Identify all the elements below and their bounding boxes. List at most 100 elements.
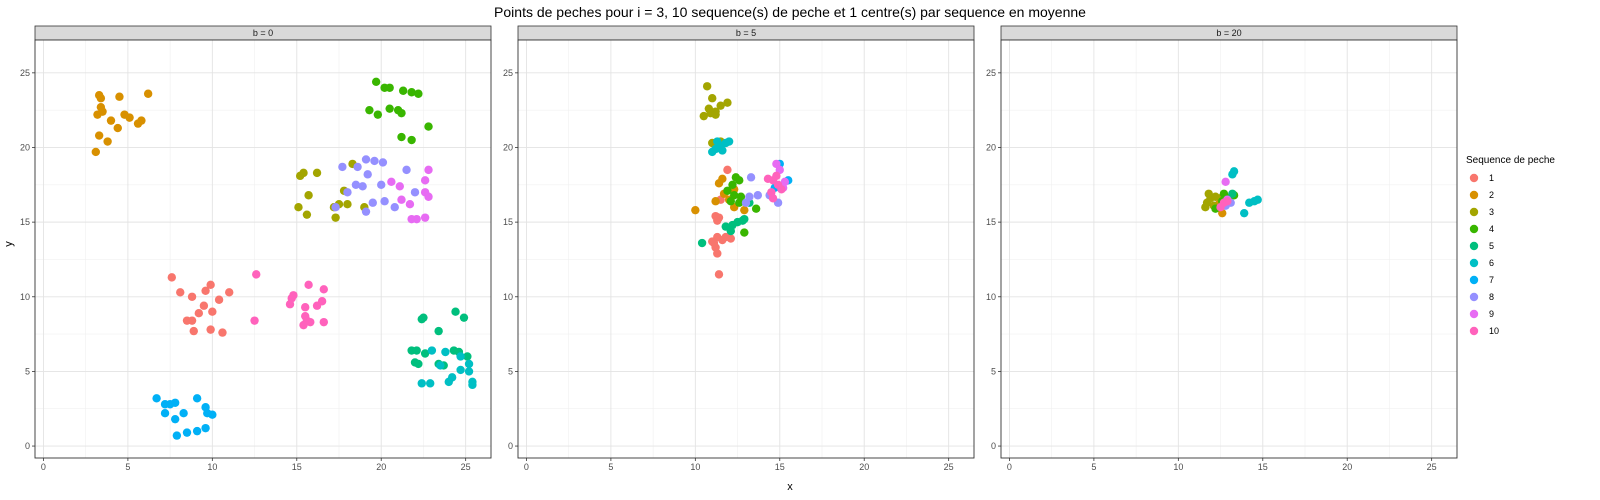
legend-item-5: 5 xyxy=(1469,241,1494,251)
point-seq-3 xyxy=(699,111,708,121)
point-seq-2 xyxy=(711,197,720,206)
point-seq-8 xyxy=(377,180,386,190)
point-seq-2 xyxy=(94,131,104,140)
point-seq-5 xyxy=(419,313,428,322)
point-seq-1 xyxy=(189,326,198,336)
point-seq-10 xyxy=(319,317,328,327)
x-tick-label: 20 xyxy=(859,462,869,472)
point-seq-4 xyxy=(365,105,374,115)
point-seq-6 xyxy=(427,346,437,355)
point-seq-9 xyxy=(387,177,396,187)
point-seq-3 xyxy=(294,203,303,212)
y-tick-label: 0 xyxy=(25,441,30,451)
point-seq-6 xyxy=(447,373,457,382)
point-seq-1 xyxy=(714,270,724,279)
legend-label: 4 xyxy=(1489,224,1494,234)
point-seq-4 xyxy=(373,110,383,119)
point-seq-9 xyxy=(780,177,790,187)
point-seq-6 xyxy=(464,367,474,376)
point-seq-1 xyxy=(208,307,217,316)
point-seq-2 xyxy=(91,147,101,157)
point-seq-4 xyxy=(728,180,737,190)
point-seq-8 xyxy=(745,192,754,201)
y-tick-label: 0 xyxy=(991,441,996,451)
point-seq-8 xyxy=(361,155,371,164)
x-tick-label: 25 xyxy=(1427,462,1437,472)
point-seq-9 xyxy=(412,214,421,224)
major-gridlines xyxy=(1001,40,1457,458)
point-seq-4 xyxy=(407,88,416,97)
point-seq-4 xyxy=(723,186,732,195)
point-seq-7 xyxy=(192,394,202,403)
point-seq-9 xyxy=(420,176,430,185)
point-seq-6 xyxy=(441,347,450,357)
x-tick-label: 15 xyxy=(1258,462,1268,472)
legend-label: 7 xyxy=(1489,275,1494,285)
point-seq-2 xyxy=(718,174,727,184)
legend-label: 2 xyxy=(1489,190,1494,200)
point-seq-5 xyxy=(726,226,735,236)
point-seq-1 xyxy=(206,325,215,334)
point-seq-1 xyxy=(187,292,197,301)
x-tick-label: 10 xyxy=(1173,462,1183,472)
x-tick-label: 10 xyxy=(690,462,700,472)
point-seq-3 xyxy=(708,94,717,103)
legend-item-7: 7 xyxy=(1469,275,1494,285)
point-seq-9 xyxy=(397,195,406,204)
legend-key xyxy=(1469,224,1479,234)
point-seq-8 xyxy=(368,198,377,207)
point-seq-1 xyxy=(225,288,234,297)
point-seq-10 xyxy=(768,194,778,203)
point-seq-7 xyxy=(170,398,180,407)
minor-gridlines xyxy=(35,40,491,458)
point-seq-4 xyxy=(385,83,394,92)
point-seq-6 xyxy=(464,359,474,369)
minor-gridlines xyxy=(1001,40,1457,458)
point-seq-10 xyxy=(250,316,259,325)
point-seq-10 xyxy=(319,285,328,294)
point-seq-5 xyxy=(463,352,472,361)
point-seq-6 xyxy=(713,137,722,146)
legend-key xyxy=(1469,190,1479,200)
point-seq-1 xyxy=(167,273,176,282)
point-seq-9 xyxy=(395,182,404,191)
panel-2: b = 5 0 5 10 15 20 25 0 5 10 15 20 25 xyxy=(503,25,975,472)
legend-label: 5 xyxy=(1489,241,1494,251)
y-tick-label: 25 xyxy=(20,68,30,78)
point-seq-9 xyxy=(1221,177,1230,187)
panel-strip-label: b = 5 xyxy=(736,28,756,38)
point-seq-1 xyxy=(726,234,735,243)
legend-item-1: 1 xyxy=(1469,173,1494,183)
point-seq-3 xyxy=(299,168,308,178)
y-tick-label: 20 xyxy=(20,142,30,152)
legend-title: Sequence de peche xyxy=(1466,155,1555,166)
x-tick-label: 10 xyxy=(207,462,217,472)
legend-item-10: 10 xyxy=(1469,326,1499,336)
point-seq-10 xyxy=(772,171,781,181)
point-seq-10 xyxy=(312,301,322,310)
point-seq-2 xyxy=(740,205,749,215)
legend-item-3: 3 xyxy=(1469,207,1494,217)
legend-label: 1 xyxy=(1489,173,1494,183)
legend-key xyxy=(1469,326,1479,336)
point-seq-4 xyxy=(726,197,735,206)
point-seq-5 xyxy=(740,214,749,224)
point-seq-4 xyxy=(407,135,416,145)
point-seq-5 xyxy=(451,307,460,316)
y-tick-label: 10 xyxy=(986,292,996,302)
point-seq-4 xyxy=(385,104,394,113)
legend-key xyxy=(1469,292,1479,302)
point-seq-1 xyxy=(194,308,204,318)
point-seq-3 xyxy=(1204,189,1213,198)
legend-label: 8 xyxy=(1489,292,1494,302)
point-seq-5 xyxy=(697,238,707,248)
point-seq-8 xyxy=(338,162,347,172)
y-tick-label: 15 xyxy=(503,217,513,227)
point-seq-3 xyxy=(723,98,732,107)
point-seq-3 xyxy=(304,191,313,200)
point-seq-5 xyxy=(1228,189,1237,198)
point-seq-1 xyxy=(206,280,215,290)
point-seq-8 xyxy=(331,203,340,212)
point-seq-8 xyxy=(753,191,763,200)
